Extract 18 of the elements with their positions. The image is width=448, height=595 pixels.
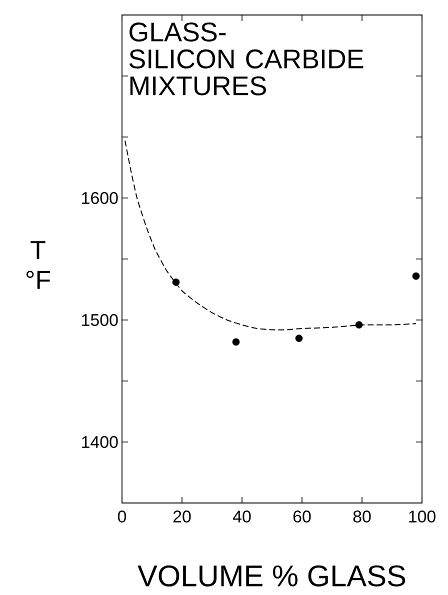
x-tick-label: 40 <box>232 510 251 523</box>
point <box>232 338 240 346</box>
x-tick-label: 80 <box>353 510 371 523</box>
point <box>412 272 420 280</box>
x-tick-label: 100 <box>409 510 436 523</box>
x-tick-label: 0 <box>118 510 126 523</box>
point <box>295 334 303 342</box>
x-axis-title: VOLUME % GLASS <box>138 565 406 586</box>
line-series <box>124 140 417 330</box>
y-tick-label: 1500 <box>82 314 118 326</box>
point <box>355 321 363 329</box>
y-axis-title: T °F <box>26 241 50 289</box>
x-tick-label: 20 <box>173 510 191 523</box>
y-tick-label: 1400 <box>82 436 118 448</box>
x-tick-label: 60 <box>293 510 311 523</box>
y-tick-label: 1600 <box>82 192 118 204</box>
point <box>172 278 180 286</box>
text: GLASS- SILICON CARBIDE MIXTURES <box>129 22 364 96</box>
